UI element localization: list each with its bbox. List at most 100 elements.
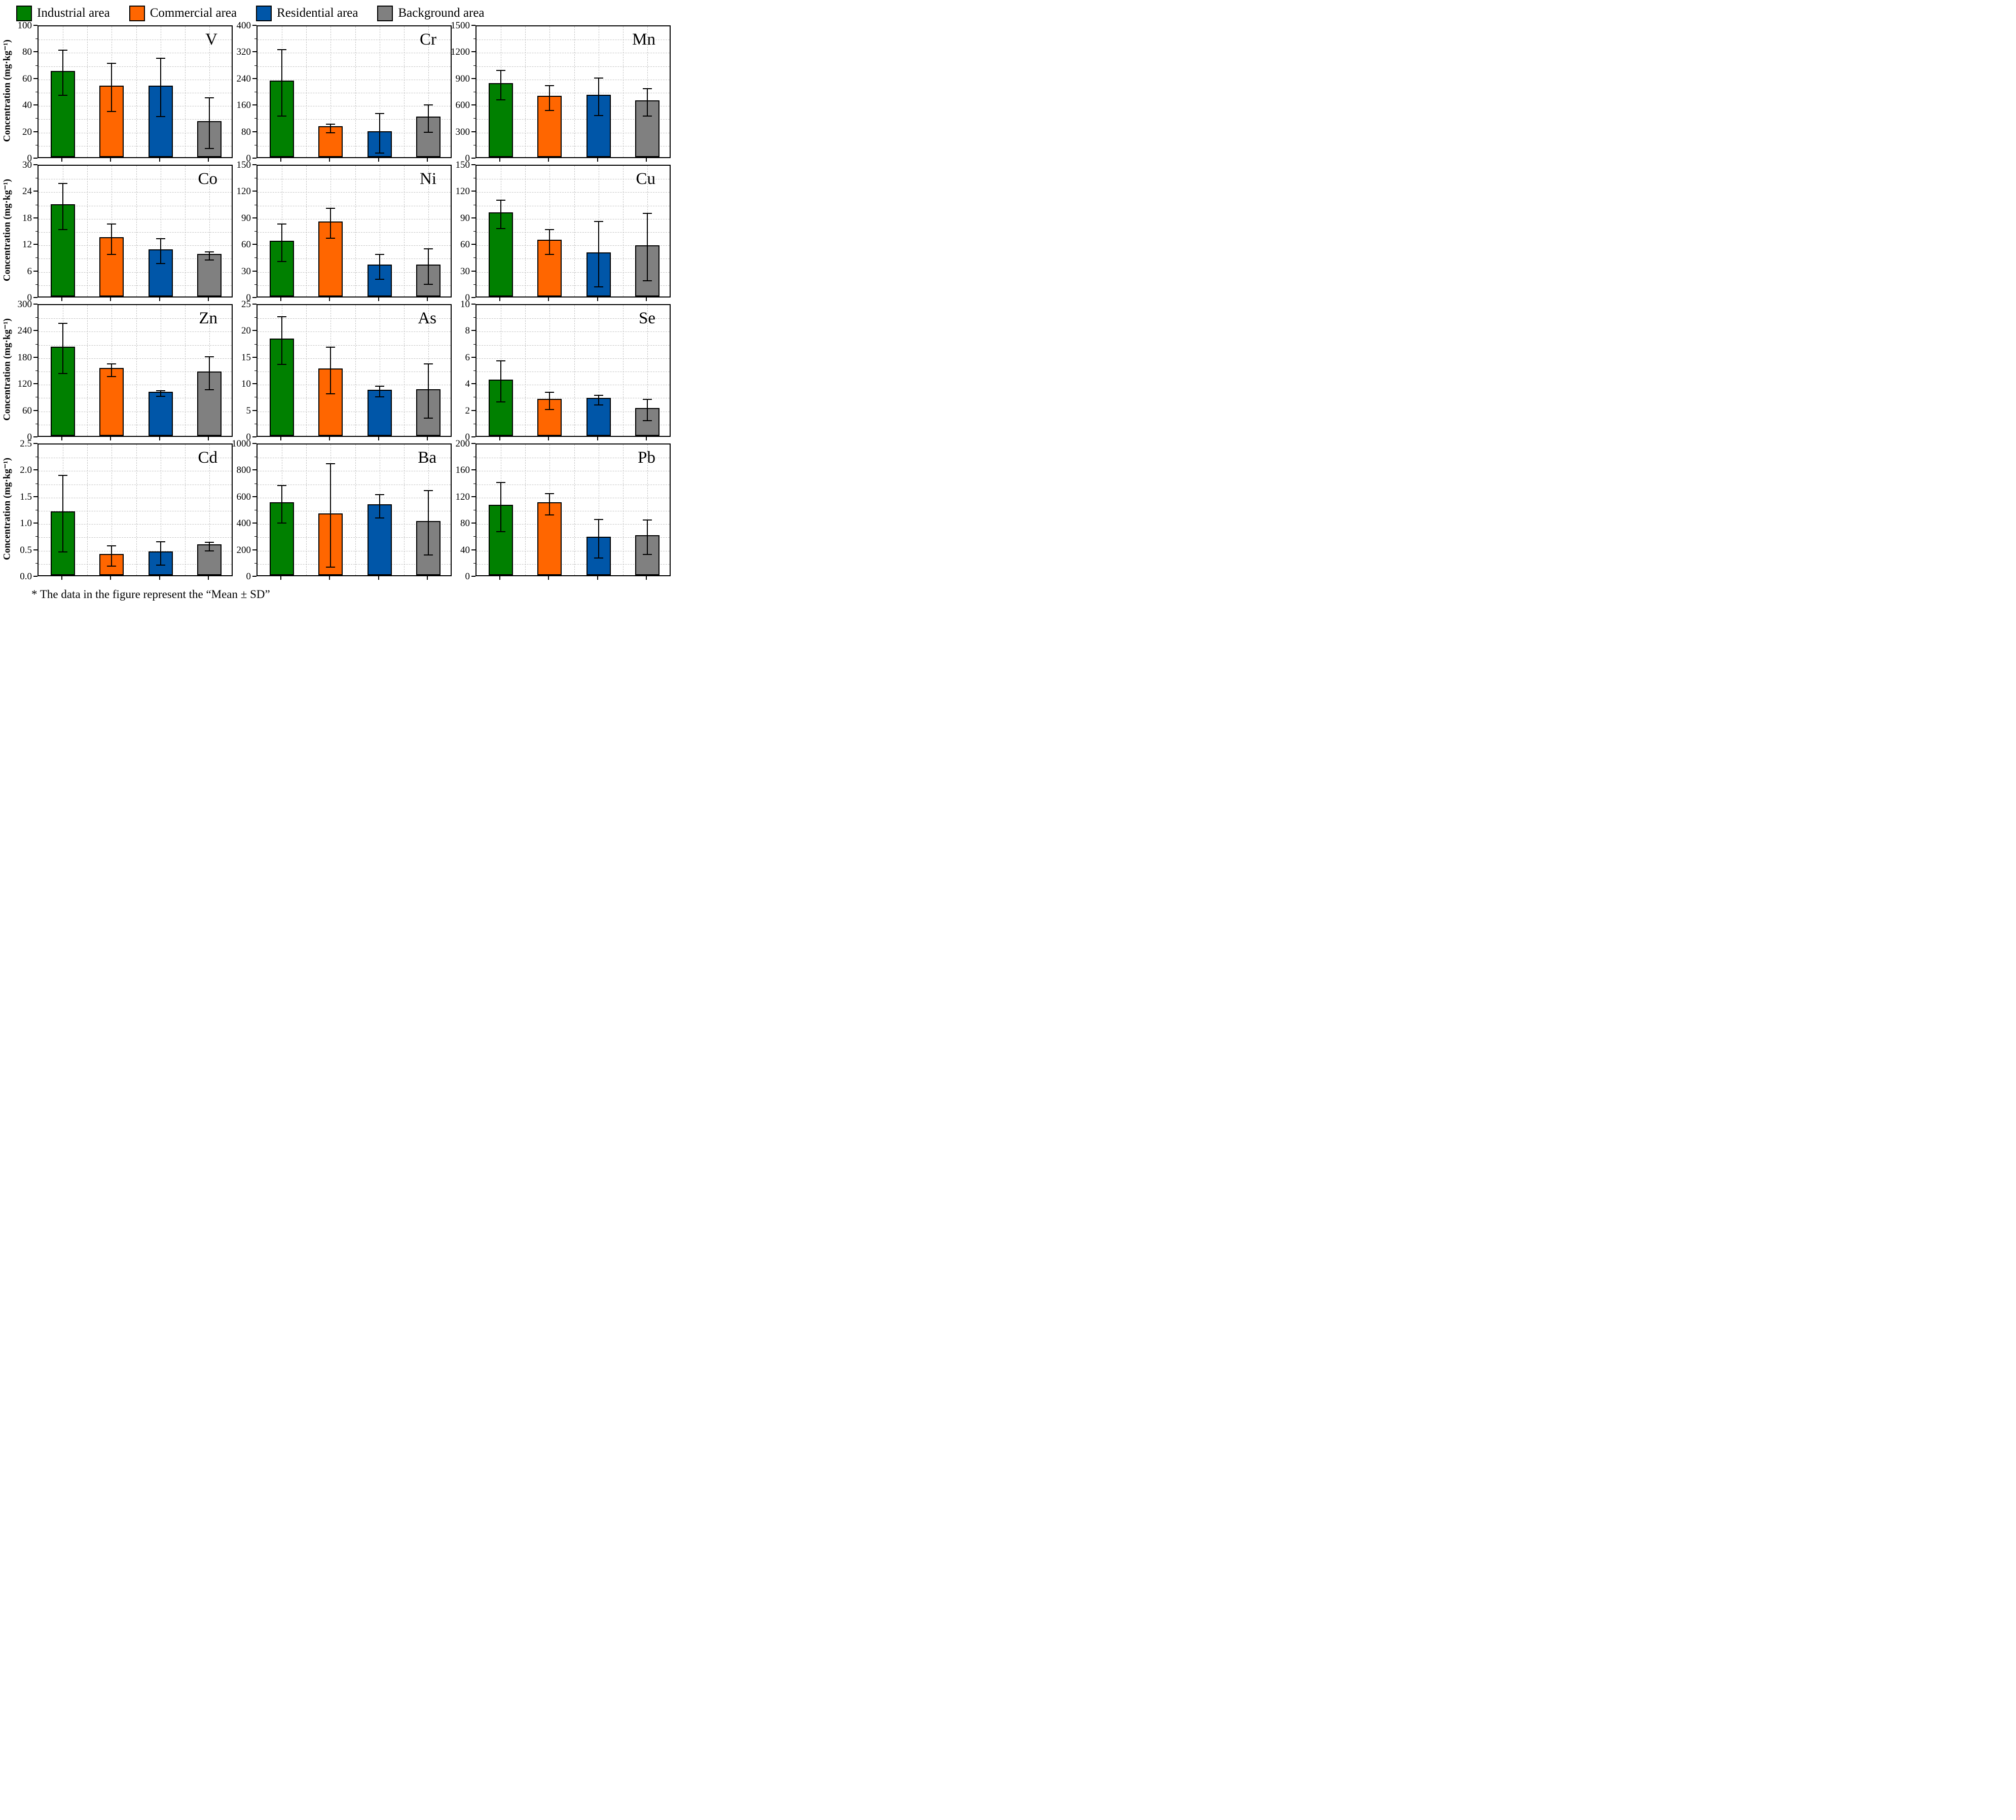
gridline-horizontal — [476, 119, 670, 120]
error-bar-cap-bottom — [642, 280, 652, 282]
x-axis-tick — [645, 298, 647, 301]
error-bar — [111, 63, 113, 112]
error-bar — [160, 239, 161, 264]
error-bar-cap-bottom — [156, 263, 165, 264]
y-axis-major-tick — [252, 244, 256, 245]
gridline-vertical — [404, 26, 405, 157]
error-bar-cap-top — [156, 57, 165, 59]
y-axis-major-tick — [471, 330, 475, 331]
error-bar-cap-bottom — [326, 567, 336, 568]
y-axis-tick-label: 90 — [460, 212, 470, 224]
legend-item-background-area: Background area — [377, 5, 485, 21]
gridline-vertical — [574, 26, 575, 157]
y-axis-tick-label: 800 — [236, 465, 251, 476]
y-axis-tick-label: 0.0 — [20, 571, 32, 582]
error-bar-cap-top — [496, 70, 506, 71]
y-axis-minor-tick — [35, 118, 38, 119]
y-axis-major-tick — [252, 51, 256, 53]
plot-area-pb: Pb — [475, 443, 671, 576]
y-axis-major-tick — [252, 158, 256, 159]
y-axis-minor-tick — [473, 536, 475, 537]
gridline-vertical — [136, 26, 137, 157]
y-axis-major-tick — [252, 410, 256, 411]
error-bar-cap-top — [107, 545, 117, 547]
subplot-mn: 0 300 600 900 1200 1500 Mn — [451, 21, 671, 165]
plot-wrap-cr: Cr — [256, 25, 452, 165]
y-axis-major-tick — [33, 523, 38, 524]
charts: Concentration (mg·kg⁻¹) 0 20 40 60 80 100 V 0 80 1… — [0, 21, 672, 583]
plot-area-co: Co — [38, 165, 233, 298]
y-axis-tick-label: 150 — [236, 160, 251, 170]
y-axis-tick-label: 60 — [22, 405, 32, 416]
legend-swatch-icon — [129, 5, 145, 21]
y-axis-tick-label: 0 — [465, 292, 470, 303]
error-bar-cap-top — [496, 360, 506, 362]
y-axis-ticks: 0 2 4 6 8 10 — [452, 300, 475, 442]
gridline-horizontal — [476, 258, 670, 259]
y-axis-tick-label: 120 — [455, 491, 470, 502]
error-bar-cap-bottom — [277, 522, 287, 524]
gridline-vertical — [355, 444, 356, 575]
legend-label: Commercial area — [150, 6, 237, 20]
y-axis-major-tick — [471, 356, 475, 358]
y-axis-major-tick — [471, 191, 475, 192]
plot-wrap-v: V — [38, 25, 233, 165]
y-axis-tick-label: 1500 — [451, 20, 470, 31]
error-bar — [281, 486, 283, 523]
y-axis-major-tick — [471, 270, 475, 272]
element-label-cu: Cu — [636, 170, 655, 188]
gridline-vertical — [87, 26, 88, 157]
x-axis-tick — [159, 437, 160, 440]
error-bar — [500, 200, 502, 229]
plot-area-v: V — [38, 25, 233, 158]
y-axis-tick-label: 40 — [22, 100, 32, 111]
y-axis-tick-label: 1.0 — [20, 518, 32, 529]
error-bar-cap-top — [326, 463, 336, 464]
error-bar-cap-bottom — [423, 284, 433, 285]
y-axis-tick-label: 80 — [460, 518, 470, 529]
error-bar-cap-top — [594, 78, 603, 79]
bar-industrial-area — [270, 502, 295, 575]
gridline-horizontal — [476, 232, 670, 233]
y-axis-tick-label: 300 — [455, 126, 470, 137]
y-axis-tick-label: 80 — [22, 47, 32, 58]
x-axis-tick — [207, 158, 209, 162]
y-axis-label: Concentration (mg·kg⁻¹) — [2, 318, 12, 421]
y-axis-major-tick — [33, 270, 38, 272]
y-axis-ticks: 0 30 60 90 120 150 — [233, 160, 256, 303]
error-bar-cap-bottom — [642, 116, 652, 117]
y-axis-tick-label: 0 — [27, 292, 32, 303]
y-axis-major-tick — [33, 356, 38, 358]
y-axis-minor-tick — [35, 284, 38, 285]
y-axis-major-tick — [252, 104, 256, 106]
error-bar — [598, 519, 599, 558]
error-bar-cap-top — [545, 493, 555, 494]
y-axis-major-tick — [252, 78, 256, 79]
y-axis-tick-label: 2 — [465, 405, 470, 416]
y-axis-major-tick — [252, 270, 256, 272]
gridline-vertical — [428, 26, 429, 157]
error-bar — [330, 347, 332, 394]
error-bar — [598, 78, 599, 116]
y-axis-tick-label: 80 — [241, 126, 251, 137]
y-axis-tick-label: 1200 — [451, 47, 470, 58]
y-axis-label: Concentration (mg·kg⁻¹) — [2, 179, 12, 282]
gridline-horizontal — [39, 318, 232, 319]
y-axis-major-tick — [33, 158, 38, 159]
gridline-vertical — [525, 166, 526, 296]
plot-wrap-mn: Mn — [475, 25, 671, 165]
error-bar — [500, 70, 502, 100]
legend-item-residential-area: Residential area — [256, 5, 358, 21]
error-bar-cap-bottom — [156, 564, 165, 566]
error-bar-cap-bottom — [58, 551, 68, 552]
error-bar-cap-bottom — [277, 364, 287, 365]
gridline-horizontal — [39, 331, 232, 332]
gridline-vertical — [355, 26, 356, 157]
legend: Industrial area Commercial area Residentia… — [0, 1, 672, 25]
x-axis-tick — [207, 576, 209, 580]
error-bar — [62, 475, 64, 552]
y-axis-major-tick — [252, 191, 256, 192]
y-axis-minor-tick — [254, 257, 256, 258]
y-axis-tick-label: 0 — [246, 432, 251, 442]
legend-label: Background area — [398, 6, 485, 20]
